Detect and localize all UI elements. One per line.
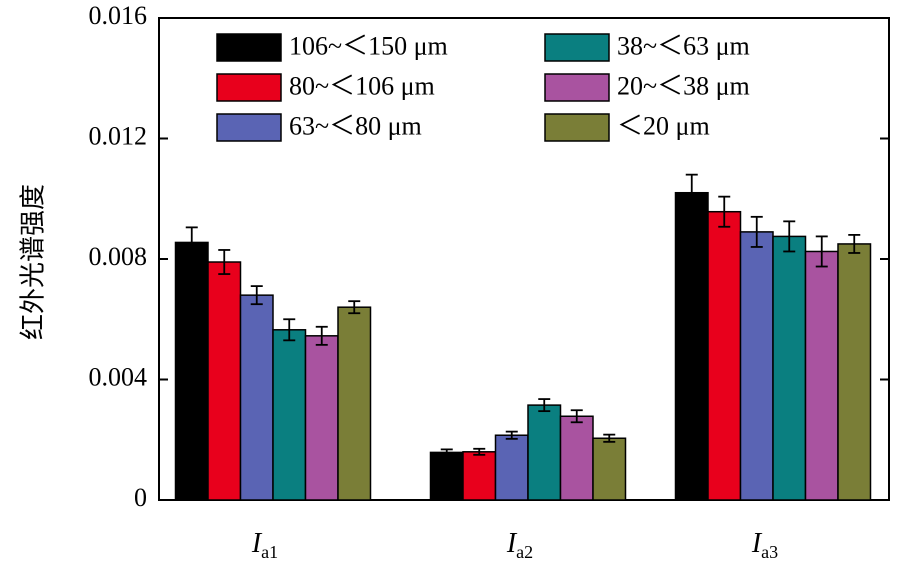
y-tick-label: 0 — [134, 483, 147, 512]
x-category-label: Ia3 — [751, 528, 778, 562]
legend-swatch — [544, 113, 610, 142]
x-category-subscript: a2 — [516, 542, 533, 562]
bar — [707, 210, 742, 501]
x-category-subscript: a1 — [261, 542, 278, 562]
legend-swatch — [544, 33, 610, 62]
y-axis-label: 红外光谱强度 — [19, 184, 49, 340]
bar — [207, 261, 242, 501]
bar — [239, 294, 274, 501]
bar — [304, 335, 339, 501]
legend-label: 20~＜38 μm — [617, 71, 750, 100]
bar — [739, 231, 774, 501]
bar — [837, 243, 872, 501]
y-tick-label: 0.008 — [89, 242, 148, 271]
legend-label: 63~＜80 μm — [289, 111, 422, 140]
bar — [174, 241, 209, 501]
bar — [462, 451, 497, 501]
x-category-subscript: a3 — [761, 542, 778, 562]
bar — [494, 434, 529, 501]
y-tick-label: 0.012 — [89, 121, 148, 150]
x-category-label: Ia1 — [251, 528, 278, 562]
legend-label: 106~＜150 μm — [289, 31, 448, 60]
bar — [804, 250, 839, 501]
legend-label: 80~＜106 μm — [289, 71, 435, 100]
x-category-label: Ia2 — [506, 528, 533, 562]
bar — [527, 404, 562, 501]
bar — [429, 451, 464, 501]
bar — [592, 437, 627, 501]
legend-swatch — [216, 73, 282, 102]
y-tick-label: 0.004 — [89, 362, 148, 391]
bar — [337, 306, 372, 501]
bar — [272, 329, 307, 501]
legend-label: ＜20 μm — [617, 111, 710, 140]
bar — [772, 235, 807, 501]
legend-swatch — [216, 33, 282, 62]
bar — [674, 191, 709, 501]
legend-swatch — [544, 73, 610, 102]
legend-label: 38~＜63 μm — [617, 31, 750, 60]
bars — [174, 173, 872, 501]
legend-swatch — [216, 113, 282, 142]
bar — [559, 415, 594, 501]
y-tick-label: 0.016 — [89, 1, 148, 30]
legend: 106~＜150 μm 80~＜106 μm 63~＜80 μm 38~＜63 μm 2… — [216, 31, 750, 142]
